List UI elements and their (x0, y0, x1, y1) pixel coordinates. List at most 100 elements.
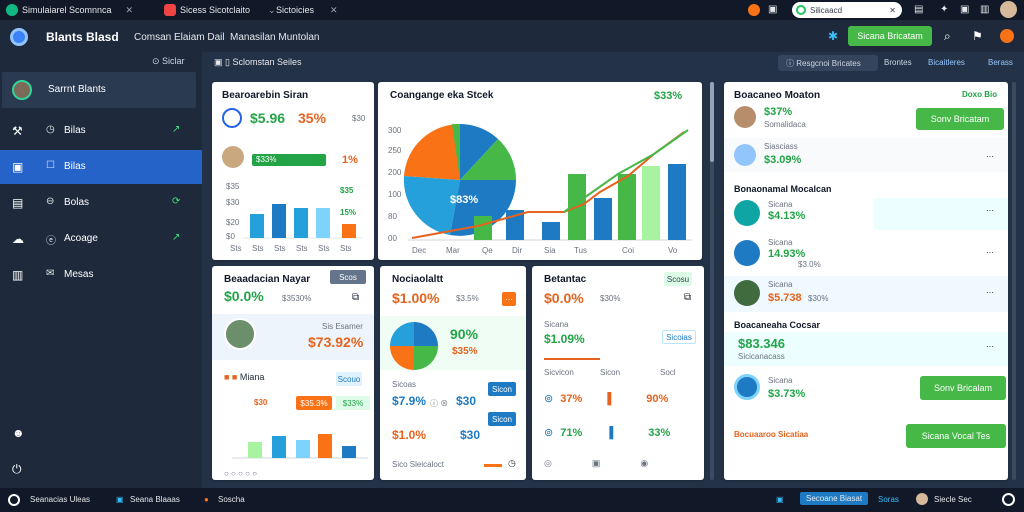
close-icon[interactable]: ✕ (889, 5, 896, 15)
cell-value: 90% (646, 393, 669, 405)
more-icon[interactable]: ⋯ (986, 152, 994, 161)
action-button[interactable]: Sonv Bricalam (920, 376, 1006, 400)
taskbar-item-active[interactable]: Secoane Biasat (800, 492, 869, 505)
taskbar-item[interactable]: Soras (878, 495, 899, 504)
x-tick: Sts (230, 244, 242, 253)
bookmark-icon[interactable]: ▣ (768, 4, 778, 15)
app-icon[interactable]: ▣ (776, 495, 784, 504)
team-card: Beaadacian Nayar Scos $0.0% $3530% ⧉ Sis… (212, 266, 374, 480)
sidebar-item-label: Mesas (64, 269, 94, 280)
avatar[interactable] (1000, 1, 1017, 18)
settings-icon[interactable]: ▥ (980, 4, 990, 15)
clock-icon[interactable]: ◷ (508, 458, 516, 468)
sub-link[interactable]: Bicaitleres (928, 58, 965, 67)
avatar (734, 106, 756, 128)
info-icon: ⓔ (46, 236, 56, 247)
chevron-down-icon[interactable]: ⌄ (268, 4, 276, 15)
profile-value: $73.92% (308, 334, 364, 350)
browser-tab[interactable]: Sictoicies ✕ (276, 2, 338, 18)
status-badge[interactable]: Scos (330, 270, 366, 284)
taskbar-item[interactable]: Siecle Sec (934, 495, 972, 504)
action-button[interactable]: Sicana Vocal Tes (906, 424, 1006, 448)
star-icon[interactable]: ✦ (940, 4, 949, 15)
sidebar-item-mesas[interactable]: ▥ ✉ Mesas (0, 258, 202, 292)
sub-link[interactable]: Berass (988, 58, 1013, 67)
sidebar-item-bilas-active[interactable]: ▣ ☐ Bilas (0, 150, 202, 184)
avatar (222, 146, 244, 168)
more-icon[interactable]: ⋯ (986, 342, 994, 351)
action-button[interactable]: Sonv Bricatam (916, 108, 1004, 130)
expand-icon[interactable]: ⧉ (352, 292, 360, 303)
taskbar-item[interactable]: Seanacias Uleas (30, 495, 91, 504)
scrollbar[interactable] (710, 82, 714, 480)
taskbar-item[interactable]: Seana Blaaas (130, 495, 180, 504)
more-icon[interactable]: ⋯ (502, 292, 516, 306)
sidebar-profile[interactable]: Sarrnt Blants (2, 72, 196, 108)
start-icon[interactable] (8, 494, 20, 506)
y-tick: 00 (388, 234, 397, 243)
status-badge[interactable]: Sicon (488, 412, 516, 426)
list-item[interactable] (724, 276, 1008, 312)
table-row[interactable]: ⊚ 37% ▌ 90% (544, 392, 668, 405)
sidebar-item-label: Bolas (64, 197, 90, 208)
more-icon[interactable]: ⋯ (986, 288, 994, 297)
user-icon[interactable]: ☻ (12, 426, 25, 440)
nav-link[interactable]: Comsan Elaiam Dail (134, 32, 225, 43)
y-tick: $20 (226, 218, 240, 227)
notification-icon[interactable] (1000, 29, 1014, 43)
metric-badge: $33% (336, 396, 370, 410)
table-row[interactable]: ⊚ 71% ▌ 33% (544, 426, 670, 439)
x-tick: Vo (668, 246, 678, 255)
status-badge[interactable]: Scouo (336, 372, 362, 386)
power-icon[interactable]: ⏻ (12, 462, 22, 476)
sidebar-item-bilas[interactable]: ⚒ ◷ Bilas ↗ (0, 114, 202, 148)
menu-icon[interactable]: ▤ (914, 4, 924, 15)
sidebar-item-acoage[interactable]: ☁ ⓔ Acoage ↗ (0, 222, 202, 256)
expand-icon[interactable]: ⧉ (684, 292, 692, 303)
status-badge[interactable]: Sicon (488, 382, 516, 396)
close-icon[interactable]: ✕ (330, 4, 338, 15)
legend: ■ ■ Miana (224, 372, 264, 382)
filter-pill[interactable]: ⓘ Resgcnoi Bricates (778, 55, 878, 71)
metric-value: $30 (456, 394, 477, 408)
profile-sub: Sis Esamer (322, 322, 363, 331)
scroll-thumb[interactable] (710, 82, 714, 162)
more-icon[interactable]: ⋯ (986, 248, 994, 257)
browser-tab[interactable]: Simulaiarel Scomnnca ✕ (6, 2, 133, 18)
panel-link[interactable]: Doxo Bio (962, 90, 998, 99)
taskbar-item[interactable]: Soscha (218, 495, 245, 504)
sidebar-item-bolas[interactable]: ▤ ⊖ Bolas ⟳ (0, 186, 202, 220)
pie-slice (414, 322, 438, 346)
scrollbar[interactable] (1012, 82, 1016, 480)
status-badge[interactable]: Scosu (664, 272, 692, 286)
app-icon[interactable]: ▣ (116, 495, 124, 504)
pie-slice (460, 139, 516, 180)
app-icon[interactable]: ● (204, 495, 209, 504)
browser-tab[interactable]: Sicess Sicotclaito ⌄ (164, 2, 276, 18)
flag-icon[interactable]: ⚑ (972, 29, 983, 43)
history-icon[interactable]: ▣ (960, 4, 970, 15)
more-icon[interactable]: ⋯ (986, 206, 994, 215)
y-tick: 250 (388, 146, 402, 155)
avatar[interactable] (916, 493, 928, 505)
list-item[interactable] (724, 138, 1008, 172)
bar (294, 208, 308, 238)
new-button[interactable]: Sicana Bricatam (848, 26, 932, 46)
extension-icon[interactable] (748, 4, 760, 16)
avatar (734, 280, 760, 306)
browser-tab-bar: Simulaiarel Scomnnca ✕ Sicess Sicotclait… (0, 0, 1024, 20)
status-badge[interactable]: Sicoias (662, 330, 696, 344)
close-icon[interactable]: ✕ (125, 4, 134, 15)
mini-bar-chart: ○ ○ ○ ○ ○ (224, 434, 368, 478)
metric-value: $7.9% (392, 394, 427, 408)
search-icon[interactable]: ⌕ (944, 29, 951, 43)
sidebar-item-label: Bilas (64, 125, 86, 136)
address-bar[interactable]: Silicaacd ✕ (792, 2, 902, 18)
power-icon[interactable] (1002, 493, 1015, 506)
nav-link[interactable]: Manasilan Muntolan (230, 32, 320, 43)
sub-link[interactable]: Brontes (884, 58, 912, 67)
x-tick: Sts (340, 244, 352, 253)
cell-value: 33% (648, 427, 671, 439)
info-icon: ⓘ (786, 58, 797, 68)
sparkle-icon[interactable]: ✱ (828, 29, 839, 43)
